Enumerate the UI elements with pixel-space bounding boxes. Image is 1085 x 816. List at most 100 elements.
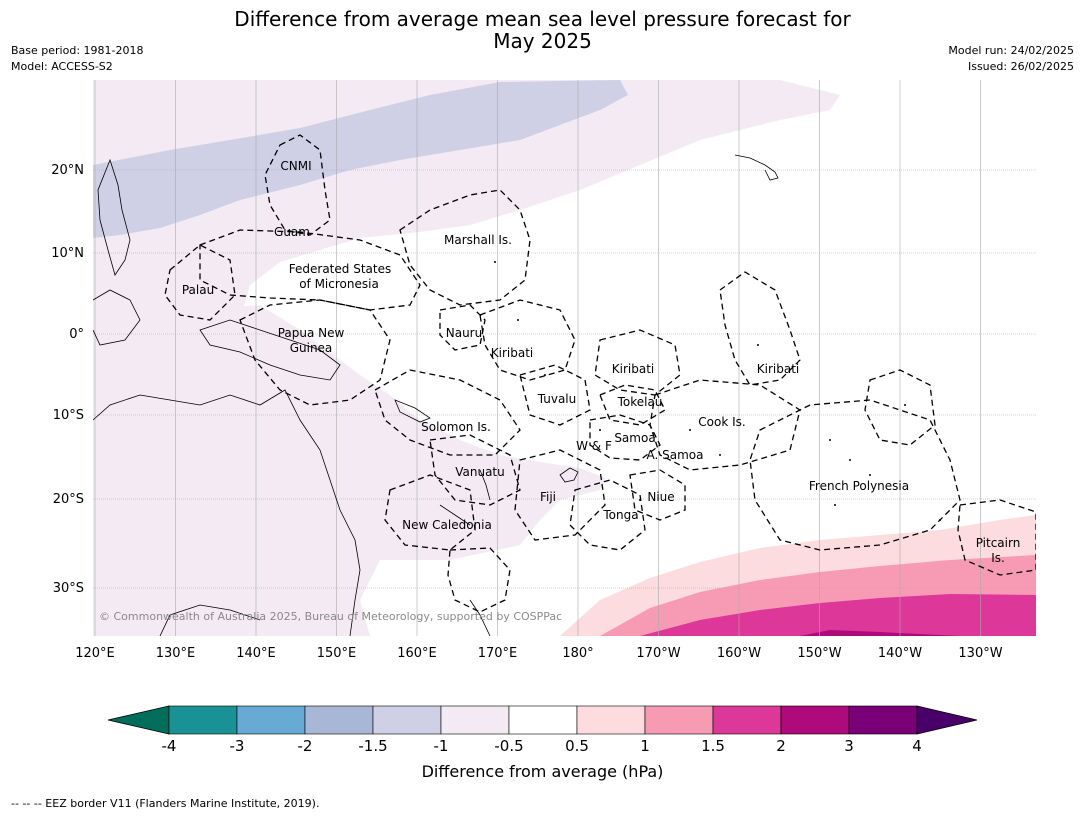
label-kiribati-west: Kiribati xyxy=(491,346,533,360)
model-run: Model run: 24/02/2025 xyxy=(948,44,1074,57)
label-french-polynesia: French Polynesia xyxy=(809,479,909,493)
title-line-1: Difference from average mean sea level p… xyxy=(234,7,851,31)
label-guam: Guam xyxy=(274,225,310,239)
map-area xyxy=(93,80,1036,636)
colorbar-tick-label: 1.5 xyxy=(701,737,725,755)
new-zealand-coast xyxy=(469,599,491,636)
eez-kermadec xyxy=(447,547,511,613)
label-wallis-futuna: W & F xyxy=(576,439,612,453)
latitude-label: 20°N xyxy=(51,163,84,178)
eez-tuvalu xyxy=(519,364,591,426)
eez-fiji xyxy=(514,449,606,541)
colorbar xyxy=(107,705,978,735)
label-pitcairn-2: Is. xyxy=(991,551,1005,565)
latitude-label: 30°S xyxy=(53,581,84,596)
solomon-coast xyxy=(394,399,431,423)
label-tokelau: Tokelau xyxy=(617,395,663,409)
longitude-label: 140°E xyxy=(236,646,276,661)
colorbar-tick-label: 3 xyxy=(844,737,854,755)
colorbar-ticks: -4 -3 -2 -1.5 -1 -0.5 0.5 1 1.5 2 3 4 xyxy=(162,737,922,755)
label-cook: Cook Is. xyxy=(698,415,745,429)
label-american-samoa: A. Samoa xyxy=(647,448,704,462)
longitude-labels: 120°E 130°E 140°E 150°E 160°E 170°E 180° 170°W 1… xyxy=(75,646,1002,661)
issued-date: Issued: 26/02/2025 xyxy=(967,60,1074,73)
eez-samoa xyxy=(589,414,661,461)
colorbar-segment xyxy=(848,705,918,735)
label-fsm-1: Federated States xyxy=(289,262,391,276)
island-dots xyxy=(494,261,941,521)
model-name: Model: ACCESS-S2 xyxy=(11,60,113,73)
colorbar-tick-label: 4 xyxy=(912,737,922,755)
latitude-labels: 20°N 10°N 0° 10°S 20°S 30°S xyxy=(51,163,84,596)
colorbar-under-triangle xyxy=(107,705,170,735)
latitude-label: 10°S xyxy=(53,408,84,423)
eez-fsm xyxy=(199,229,421,311)
colorbar-segment xyxy=(712,705,782,735)
colorbar-label: Difference from average (hPa) xyxy=(421,762,664,781)
title-line-2: May 2025 xyxy=(493,29,592,53)
eez-pitcairn xyxy=(957,499,1036,576)
colorbar-segment xyxy=(440,705,510,735)
label-new-caledonia: New Caledonia xyxy=(402,518,492,532)
colorbar-tick-label: 0.5 xyxy=(565,737,589,755)
colorbar-tick-label: -0.5 xyxy=(494,737,523,755)
label-png-1: Papua New xyxy=(278,326,345,340)
eez-palau xyxy=(164,244,236,321)
colorbar-segment xyxy=(304,705,374,735)
longitude-label: 150°W xyxy=(797,646,841,661)
meta-right: Model run: 24/02/2025 Issued: 26/02/2025 xyxy=(948,43,1074,75)
new-guinea-coast xyxy=(199,319,341,381)
base-period: Base period: 1981-2018 xyxy=(11,44,144,57)
fiji-coast xyxy=(559,467,579,483)
eez-marquesas xyxy=(864,369,936,446)
longitude-label: 170°W xyxy=(636,646,680,661)
eez-marshall xyxy=(399,189,531,306)
label-palau: Palau xyxy=(182,283,214,297)
longitude-label: 180° xyxy=(562,646,593,661)
label-solomon: Solomon Is. xyxy=(421,420,491,434)
label-tonga: Tonga xyxy=(602,508,638,522)
gridlines xyxy=(93,80,1036,636)
label-cnmi: CNMI xyxy=(280,159,311,173)
longitude-label: 170°E xyxy=(478,646,518,661)
colorbar-segment xyxy=(372,705,442,735)
region-labels: CNMI Guam Marshall Is. Federated States … xyxy=(182,159,1020,565)
philippines-coast xyxy=(97,158,131,276)
eez-kiribati-central xyxy=(594,329,681,396)
eez-tonga xyxy=(569,479,646,551)
latitude-label: 0° xyxy=(69,327,84,342)
label-fiji: Fiji xyxy=(540,490,556,504)
colorbar-tick-label: 1 xyxy=(640,737,650,755)
colorbar-tick-label: -3 xyxy=(230,737,245,755)
label-kiribati-central: Kiribati xyxy=(612,362,654,376)
copyright-credit: © Commonwealth of Australia 2025, Bureau… xyxy=(99,610,563,623)
colorbar-segment xyxy=(236,705,306,735)
colorbar-segment xyxy=(644,705,714,735)
eez-png xyxy=(239,299,391,406)
colorbar-tick-label: -2 xyxy=(298,737,313,755)
label-nauru: Nauru xyxy=(446,326,482,340)
eez-legend-footer: -- -- -- EEZ border V11 (Flanders Marine… xyxy=(11,797,320,810)
anomaly-fill-light-purple-west xyxy=(93,305,605,636)
colorbar-over-triangle xyxy=(916,705,978,735)
latitude-label: 10°N xyxy=(51,246,84,261)
colorbar-segment xyxy=(168,705,238,735)
eez-borders xyxy=(164,134,1036,613)
anomaly-fill-dark-magenta xyxy=(800,630,960,636)
coastlines xyxy=(93,154,779,636)
meta-left: Base period: 1981-2018 Model: ACCESS-S2 xyxy=(11,43,143,75)
australia-south-coast xyxy=(159,604,261,636)
eez-cook xyxy=(649,379,801,471)
longitude-label: 140°W xyxy=(878,646,922,661)
longitude-label: 160°E xyxy=(397,646,437,661)
label-niue: Niue xyxy=(647,490,674,504)
eez-nauru xyxy=(439,304,486,351)
hawaii-coast xyxy=(734,154,779,181)
eez-new-caledonia xyxy=(384,474,476,551)
colorbar-segment xyxy=(576,705,646,735)
longitude-label: 150°E xyxy=(317,646,357,661)
colorbar-tick-label: -1 xyxy=(434,737,449,755)
vanuatu-coast xyxy=(479,469,491,501)
eez-cnmi xyxy=(264,134,331,236)
